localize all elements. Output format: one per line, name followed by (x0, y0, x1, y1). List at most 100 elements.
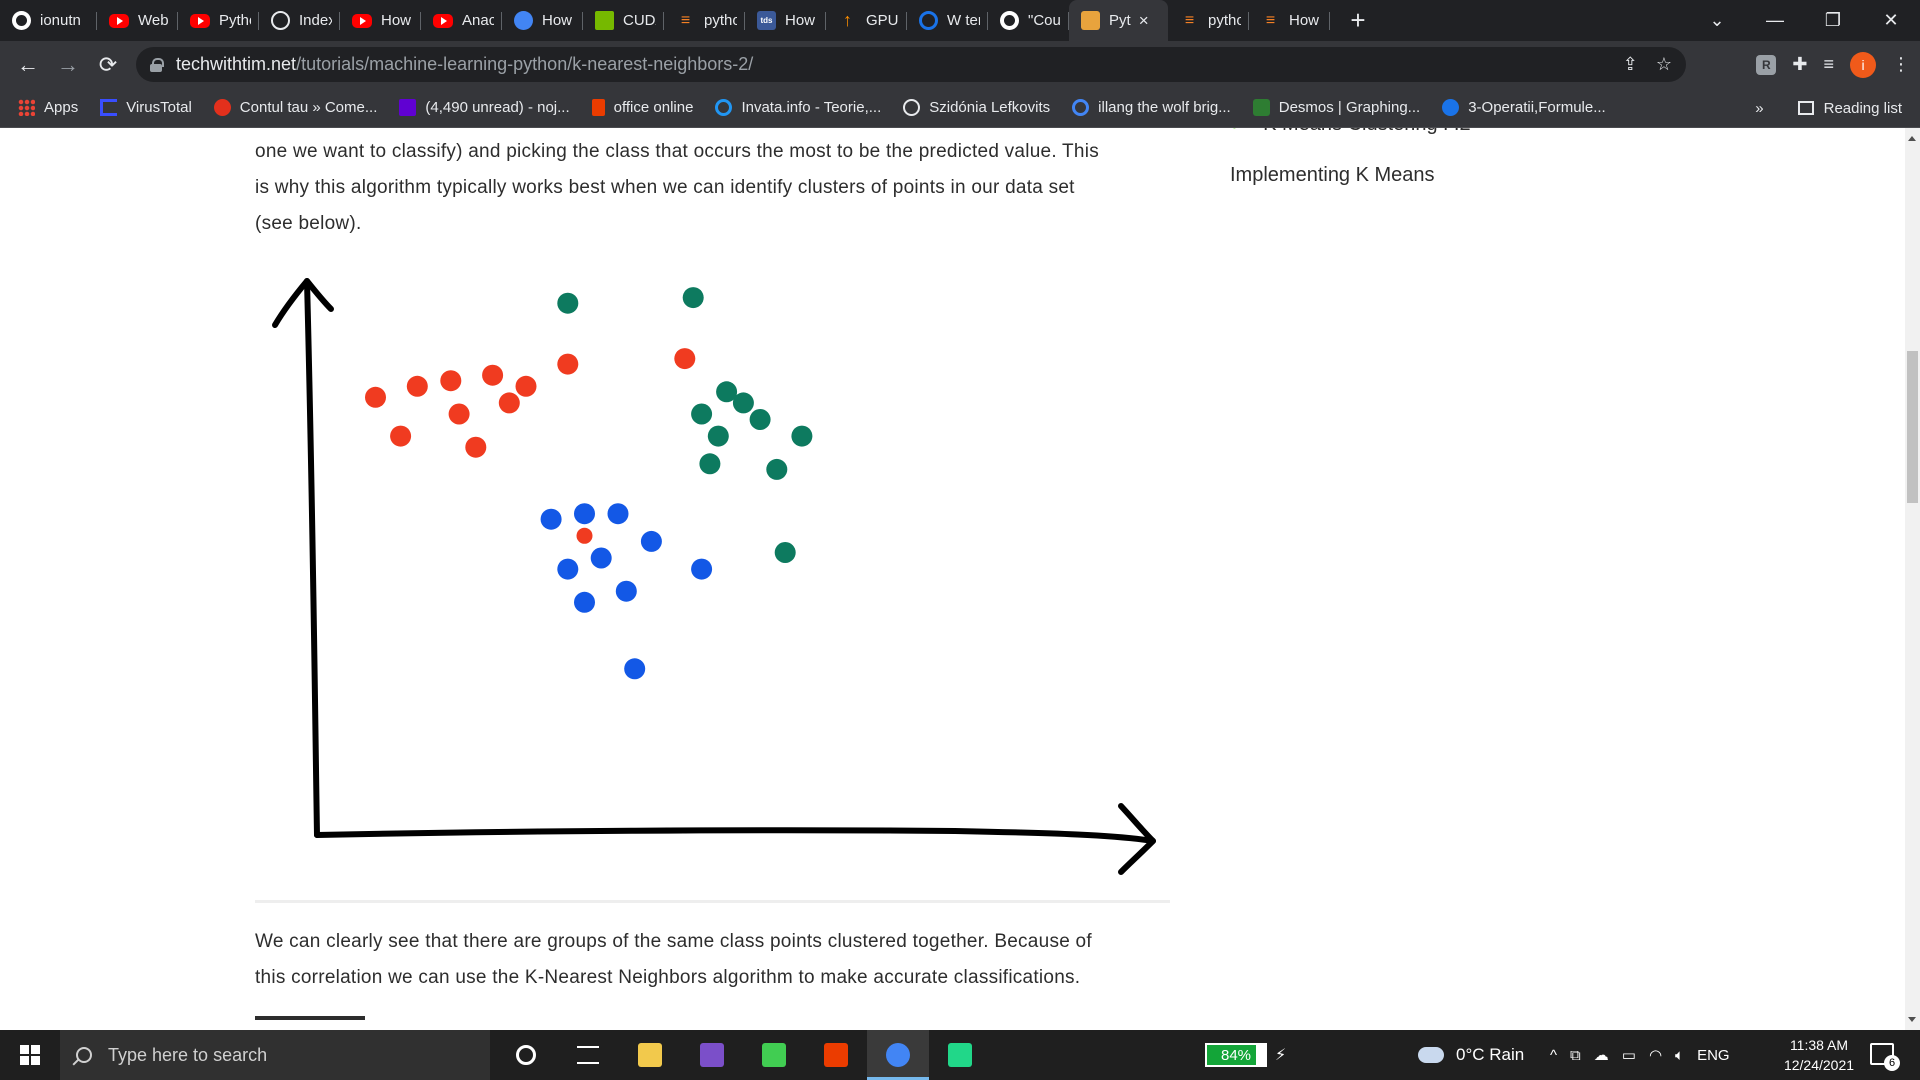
bookmark-star-icon[interactable]: ☆ (1655, 54, 1672, 74)
bookmark-item[interactable]: (4,490 unread) - noj... (399, 99, 570, 116)
browser-tab[interactable]: Anacor (421, 0, 502, 41)
browser-tab-label: How to (785, 12, 818, 29)
bookmark-item[interactable]: Szidónia Lefkovits (903, 99, 1050, 116)
extension-r-icon[interactable]: R (1756, 54, 1777, 75)
green-point (557, 292, 579, 314)
sidebar-link-k-means-p2[interactable]: ✔ K Means Clustering P.2 – (1230, 128, 1630, 136)
bookmark-item[interactable]: Contul tau » Come... (213, 99, 377, 116)
bookmark-item[interactable]: VirusTotal (100, 99, 192, 116)
minimize-button[interactable]: — (1766, 10, 1784, 30)
meet-now-icon[interactable]: ⧉ (1570, 1046, 1581, 1064)
reading-list-icon[interactable] (1797, 101, 1814, 115)
scroll-up-arrow[interactable] (1908, 136, 1916, 141)
reading-list-button[interactable]: Reading list (1823, 99, 1902, 117)
profile-avatar[interactable]: i (1850, 51, 1876, 78)
bookmark-item[interactable]: Desmos | Graphing... (1252, 99, 1420, 116)
browser-tab[interactable]: ≡ python (1168, 0, 1249, 41)
notification-count-badge: 6 (1884, 1055, 1900, 1071)
restore-button[interactable]: ❐ (1824, 10, 1842, 30)
cortana-taskbar-button[interactable] (495, 1030, 557, 1080)
x-axis-line (314, 827, 1156, 844)
globe-icon (903, 99, 921, 116)
browser-tab-label: CUDA T (623, 12, 656, 29)
pycharm-taskbar-button[interactable] (929, 1030, 991, 1080)
rain-cloud-icon (1418, 1047, 1444, 1063)
browser-tab[interactable]: ≡ python (664, 0, 745, 41)
bookmark-label: office online (613, 99, 694, 116)
bookmark-label: illang the wolf brig... (1098, 99, 1231, 116)
bookmark-item[interactable]: Apps (18, 99, 78, 116)
bookmark-item[interactable]: 3-Operatii,Formule... (1442, 99, 1606, 116)
bookmark-item[interactable]: Invata.info - Teorie,... (715, 99, 881, 116)
start-button[interactable] (0, 1030, 60, 1080)
taskbar-search[interactable]: Type here to search (60, 1030, 490, 1080)
paragraph-line: We can clearly see that there are groups… (255, 931, 1092, 952)
sidebar-link-label[interactable]: Implementing K Means (1230, 164, 1435, 186)
browser-tab[interactable]: Index o (259, 0, 340, 41)
browser-tab[interactable]: ionutn (0, 0, 97, 41)
green-point (682, 287, 704, 309)
reload-button[interactable]: ⟳ (98, 51, 118, 77)
share-icon[interactable]: ⇪ (1622, 54, 1638, 74)
browser-tab[interactable]: CUDA T (583, 0, 664, 41)
weather-widget[interactable]: 0°C Rain (1418, 1030, 1524, 1080)
blue-point (615, 580, 637, 602)
red-point (406, 375, 428, 397)
browser-tab[interactable]: ≡ How to (1249, 0, 1330, 41)
new-tab-button[interactable]: + (1350, 5, 1366, 35)
ring-icon (919, 11, 938, 30)
forward-button[interactable]: → (57, 51, 79, 77)
chrome-menu-icon[interactable]: ⋮ (1892, 54, 1910, 74)
address-bar[interactable]: techwithtim.net/tutorials/machine-learni… (136, 47, 1686, 82)
scrollbar-thumb[interactable] (1907, 351, 1918, 503)
browser-tab[interactable]: Python (178, 0, 259, 41)
page-scrollbar[interactable] (1905, 128, 1920, 1030)
tray-overflow-chevron-icon[interactable]: ^ (1550, 1046, 1558, 1064)
language-indicator[interactable]: ENG (1697, 1046, 1730, 1064)
media-control-icon[interactable]: ≡ (1823, 54, 1834, 74)
browser-tab[interactable]: Pyt × (1069, 0, 1168, 41)
back-button[interactable]: ← (17, 51, 39, 77)
office-taskbar-button[interactable] (805, 1030, 867, 1080)
browser-tab-label: Python (219, 12, 251, 29)
sidebar-link-label[interactable]: K Means Clustering P.2 – (1263, 128, 1487, 135)
clock[interactable]: 11:38 AM 12/24/2021 (1760, 1030, 1878, 1080)
qt-creator-taskbar-button[interactable] (743, 1030, 805, 1080)
red-point (465, 436, 487, 458)
extensions-puzzle-icon[interactable]: ✚ (1792, 54, 1808, 74)
browser-tab[interactable]: ↑ GPU su (826, 0, 907, 41)
wifi-icon[interactable]: ◠ (1648, 1047, 1663, 1064)
browser-tab[interactable]: "Could (988, 0, 1069, 41)
browser-tab-label: python (1208, 12, 1241, 29)
action-center-button[interactable]: 6 (1870, 1043, 1900, 1071)
bookmark-item[interactable]: office online (591, 99, 694, 116)
tab-search-button[interactable]: ⌄ (1709, 10, 1725, 30)
battery-indicator[interactable]: 84% ⚡ (1205, 1043, 1286, 1067)
bookmarks-overflow-button[interactable]: » (1755, 99, 1764, 117)
browser-tab[interactable]: How to (502, 0, 583, 41)
browser-tab[interactable]: Web Sc (97, 0, 178, 41)
article-paragraph-intro: In short, K-Nearest Neighbors works by l… (255, 128, 1170, 242)
sidebar-link-implementing-k-means[interactable]: Implementing K Means (1230, 164, 1630, 187)
volume-icon[interactable]: 🔈︎ (1675, 1046, 1685, 1064)
bookmark-label: Apps (44, 99, 79, 116)
chrome-taskbar-button[interactable] (867, 1030, 929, 1080)
bookmark-item[interactable]: illang the wolf brig... (1072, 99, 1231, 116)
browser-tab[interactable]: W tens (907, 0, 988, 41)
scroll-down-arrow[interactable] (1908, 1017, 1916, 1022)
battery-tray-icon[interactable]: ▭ (1621, 1047, 1636, 1064)
browser-tab[interactable]: How to (340, 0, 421, 41)
visual-studio-taskbar-button[interactable] (681, 1030, 743, 1080)
lock-icon[interactable] (150, 58, 164, 72)
github-icon (1000, 11, 1019, 30)
browser-tab[interactable]: tds How to (745, 0, 826, 41)
page-content: In short, K-Nearest Neighbors works by l… (0, 128, 1905, 1030)
bookmarks-bar: Apps VirusTotal Contul tau » Come... (4,490… (0, 88, 1920, 128)
tensorflow-icon: ↑ (843, 10, 852, 30)
task-view-taskbar-button[interactable] (557, 1030, 619, 1080)
onedrive-icon[interactable]: ☁ (1593, 1047, 1609, 1064)
search-icon (76, 1047, 92, 1063)
close-window-button[interactable]: ✕ (1883, 10, 1899, 30)
file-explorer-taskbar-button[interactable] (619, 1030, 681, 1080)
close-tab-icon[interactable]: × (1138, 10, 1149, 30)
